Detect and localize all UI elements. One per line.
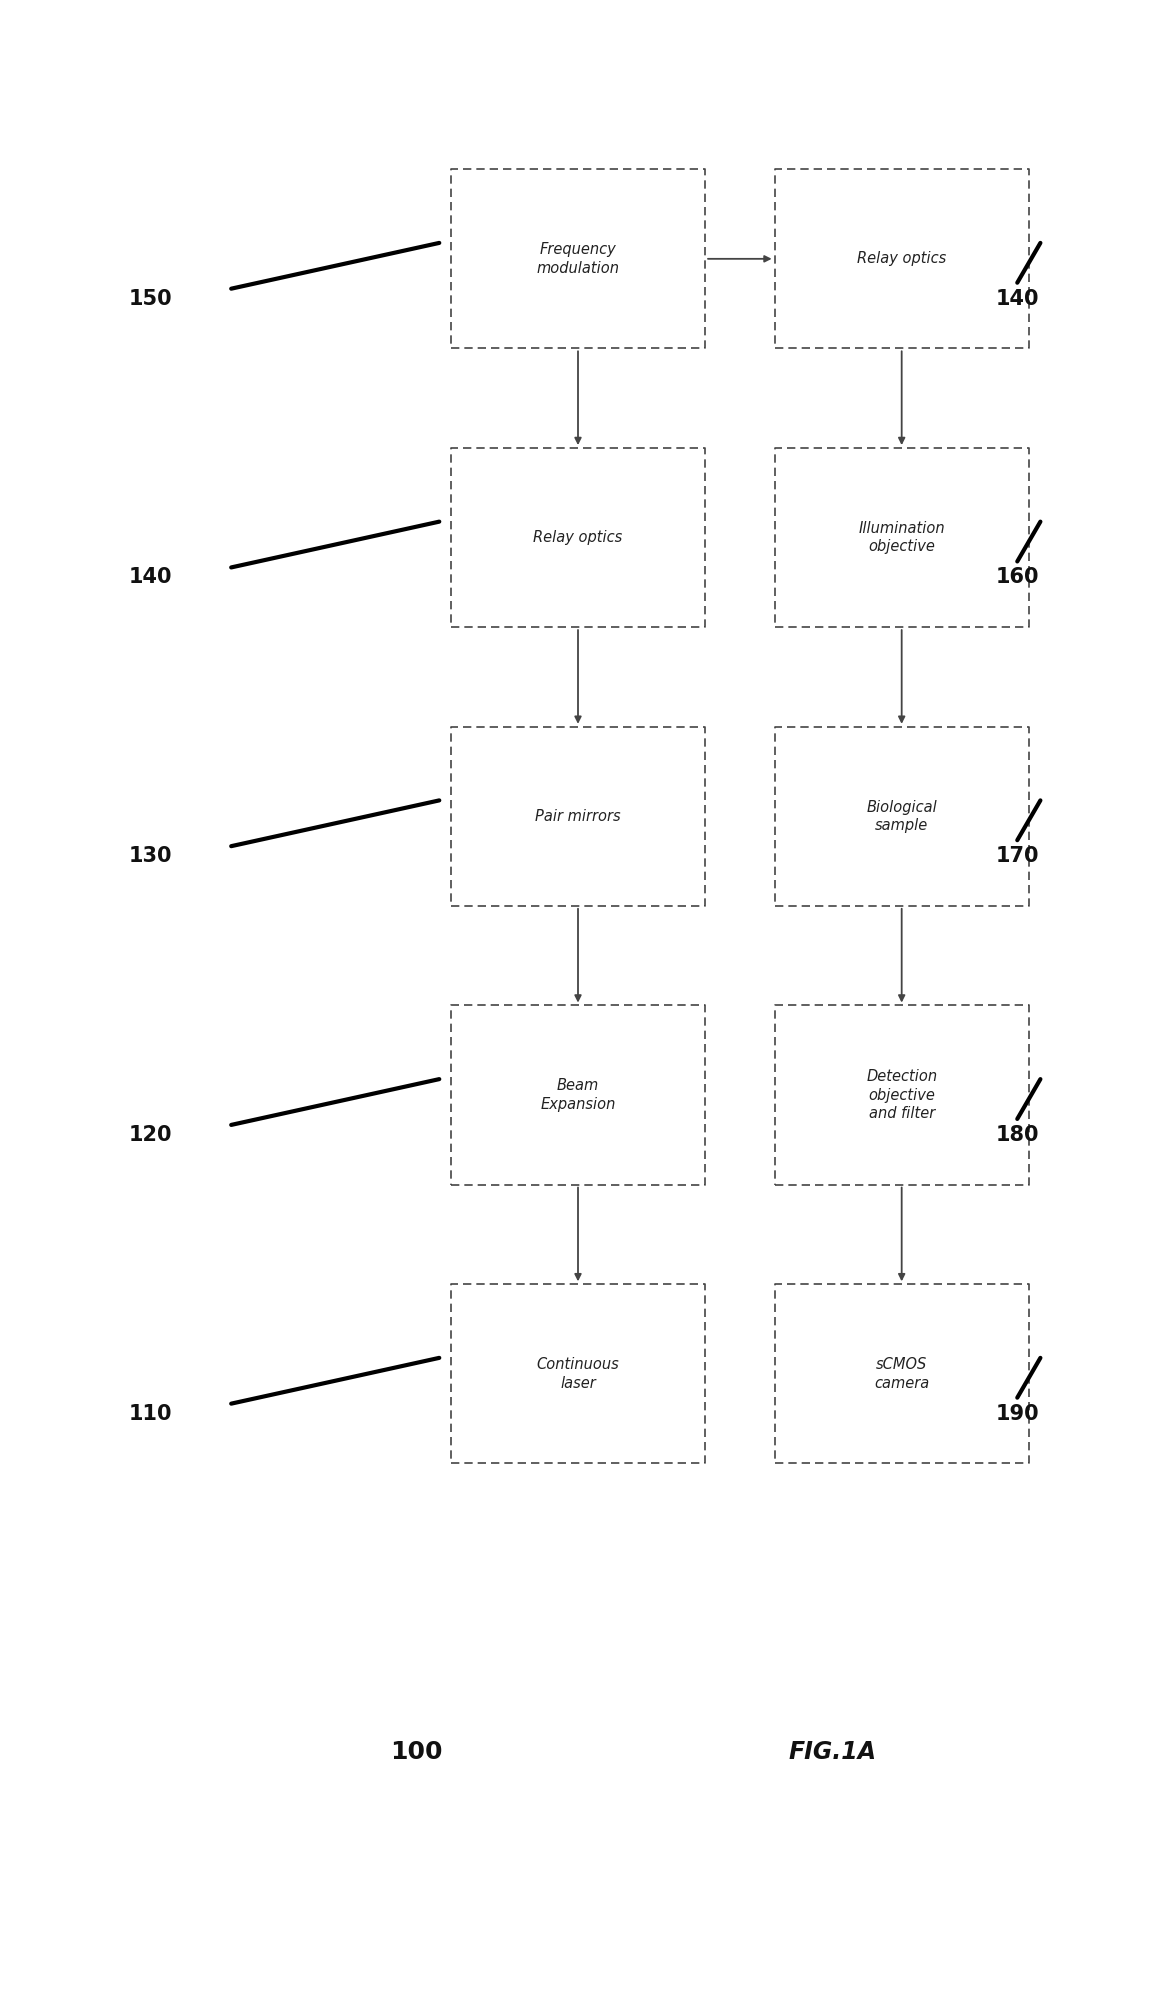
Text: 160: 160 xyxy=(995,567,1039,587)
Text: sCMOS
camera: sCMOS camera xyxy=(874,1358,929,1390)
Text: FIG.1A: FIG.1A xyxy=(788,1740,876,1764)
Text: Biological
sample: Biological sample xyxy=(866,800,938,832)
Text: 180: 180 xyxy=(995,1125,1039,1145)
Text: Pair mirrors: Pair mirrors xyxy=(535,808,621,824)
Text: 170: 170 xyxy=(995,846,1039,866)
Text: Continuous
laser: Continuous laser xyxy=(536,1358,620,1390)
Text: 190: 190 xyxy=(995,1404,1039,1424)
Text: 100: 100 xyxy=(390,1740,443,1764)
Text: 150: 150 xyxy=(128,289,172,309)
Text: Illumination
objective: Illumination objective xyxy=(859,522,944,553)
Text: Beam
Expansion: Beam Expansion xyxy=(540,1079,616,1111)
Text: 110: 110 xyxy=(128,1404,172,1424)
Text: Detection
objective
and filter: Detection objective and filter xyxy=(866,1069,938,1121)
Text: 140: 140 xyxy=(995,289,1039,309)
Text: Relay optics: Relay optics xyxy=(857,251,947,267)
Text: Frequency
modulation: Frequency modulation xyxy=(536,243,620,275)
Text: Relay optics: Relay optics xyxy=(533,530,623,546)
Text: 130: 130 xyxy=(128,846,172,866)
Text: 120: 120 xyxy=(128,1125,172,1145)
Text: 140: 140 xyxy=(128,567,172,587)
